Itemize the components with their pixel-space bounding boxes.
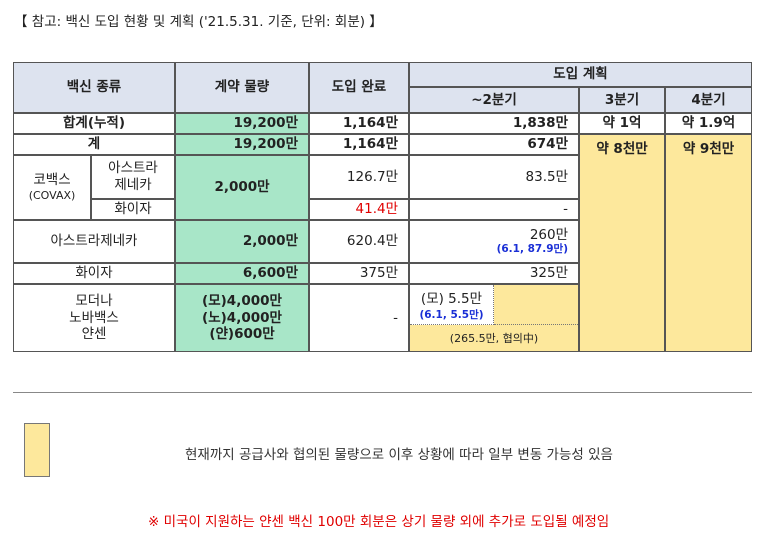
footnote: ※ 미국이 지원하는 얀센 백신 100만 회분은 상기 물량 외에 추가로 도… bbox=[148, 514, 610, 530]
total-q2: 1,838만 bbox=[409, 113, 579, 134]
total-completed: 1,164만 bbox=[309, 113, 409, 134]
moderna-contract: (모)4,000만 bbox=[202, 292, 282, 309]
total-q3: 약 1억 bbox=[579, 113, 665, 134]
q3-plan-cell: 약 8천만 bbox=[579, 134, 665, 352]
header-q3: 3분기 bbox=[579, 87, 665, 113]
legend-swatch bbox=[24, 423, 50, 477]
header-q2: ~2분기 bbox=[409, 87, 579, 113]
header-completed: 도입 완료 bbox=[309, 62, 409, 113]
others-contract: (모)4,000만 (노)4,000만 (얀)600만 bbox=[175, 284, 309, 352]
novavax-label: 노바백스 bbox=[69, 309, 119, 326]
janssen-contract: (얀)600만 bbox=[209, 326, 275, 343]
others-label: 모더나 노바백스 얀센 bbox=[13, 284, 175, 352]
covax-name: 코백스 bbox=[33, 172, 71, 189]
covax-contract: 2,000만 bbox=[175, 155, 309, 220]
total-label: 합계(누적) bbox=[13, 113, 175, 134]
q4-plan-cell: 약 9천만 bbox=[665, 134, 752, 352]
others-q2 bbox=[409, 284, 579, 352]
others-completed: - bbox=[309, 284, 409, 352]
subtotal-q2: 674만 bbox=[409, 134, 579, 155]
pfizer-completed: 375만 bbox=[309, 263, 409, 284]
header-vaccine-type: 백신 종류 bbox=[13, 62, 175, 113]
header-contract: 계약 물량 bbox=[175, 62, 309, 113]
subtotal-completed: 1,164만 bbox=[309, 134, 409, 155]
divider-top bbox=[13, 392, 752, 393]
covax-az-q2: 83.5만 bbox=[409, 155, 579, 199]
moderna-q2-value: (모) 5.5만 bbox=[420, 291, 483, 307]
pfizer-contract: 6,600만 bbox=[175, 263, 309, 284]
az-q2: 260만 (6.1, 87.9만) bbox=[409, 220, 579, 263]
covax-az-completed: 126.7만 bbox=[309, 155, 409, 199]
total-q4: 약 1.9억 bbox=[665, 113, 752, 134]
header-plan: 도입 계획 bbox=[409, 62, 752, 87]
covax-pfizer-q2: - bbox=[409, 199, 579, 220]
moderna-q2-shade bbox=[494, 285, 578, 325]
covax-pfizer-completed: 41.4만 bbox=[309, 199, 409, 220]
az-completed: 620.4만 bbox=[309, 220, 409, 263]
pfizer-q2: 325만 bbox=[409, 263, 579, 284]
az-q2-value: 260만 bbox=[529, 226, 568, 243]
pfizer-label: 화이자 bbox=[13, 263, 175, 284]
legend-text: 현재까지 공급사와 협의된 물량으로 이후 상황에 따라 일부 변동 가능성 있… bbox=[185, 447, 613, 463]
total-contract: 19,200만 bbox=[175, 113, 309, 134]
covax-label: 코백스 (COVAX) bbox=[13, 155, 91, 220]
table-caption: 【 참고: 백신 도입 현황 및 계획 ('21.5.31. 기준, 단위: 회… bbox=[14, 14, 383, 30]
covax-sublabel: (COVAX) bbox=[28, 189, 76, 203]
subtotal-label: 계 bbox=[13, 134, 175, 155]
covax-az-label: 아스트라 제네카 bbox=[91, 155, 175, 199]
az-label: 아스트라제네카 bbox=[13, 220, 175, 263]
az-q2-note: (6.1, 87.9만) bbox=[496, 243, 568, 256]
moderna-q2-note: (6.1, 5.5만) bbox=[419, 309, 484, 321]
novavax-contract: (노)4,000만 bbox=[202, 309, 282, 326]
moderna-q2: (모) 5.5만 (6.1, 5.5만) bbox=[410, 285, 494, 325]
header-q4: 4분기 bbox=[665, 87, 752, 113]
janssen-q2: (265.5만, 협의中) bbox=[410, 325, 578, 351]
az-contract: 2,000만 bbox=[175, 220, 309, 263]
covax-pfizer-label: 화이자 bbox=[91, 199, 175, 220]
subtotal-contract: 19,200만 bbox=[175, 134, 309, 155]
janssen-label: 얀센 bbox=[81, 326, 107, 343]
moderna-label: 모더나 bbox=[75, 292, 113, 309]
